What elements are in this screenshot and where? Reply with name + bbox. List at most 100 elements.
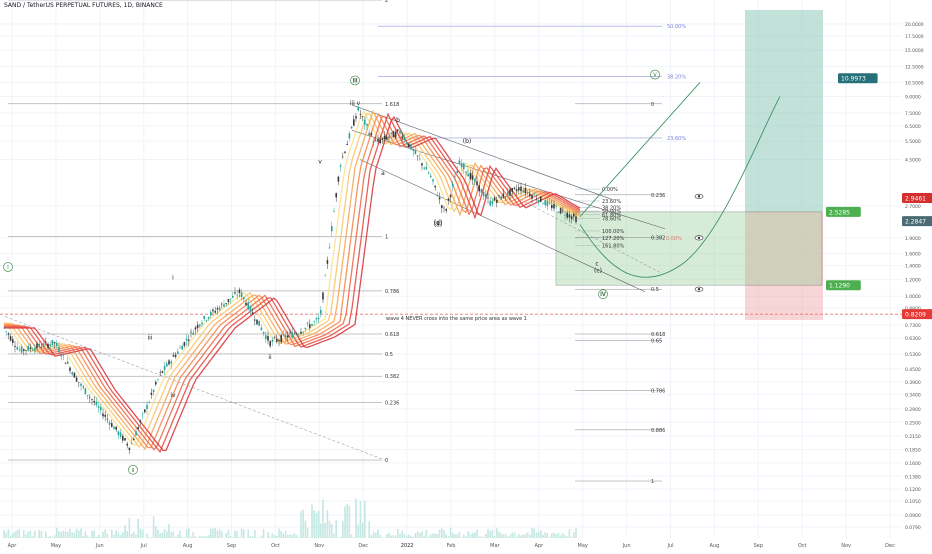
- fib-label: 0.786: [651, 388, 665, 394]
- volume-bar: [291, 535, 293, 538]
- candle-body: [5, 331, 7, 332]
- volume-bar: [373, 531, 375, 538]
- volume-bar: [538, 532, 540, 538]
- volume-bar: [514, 532, 516, 538]
- volume-bar: [525, 534, 527, 538]
- wave-label: ii: [268, 354, 272, 361]
- volume-bar: [551, 534, 553, 538]
- wave-label: IV: [601, 292, 606, 298]
- volume-bar: [322, 500, 324, 538]
- volume-bar: [254, 530, 256, 538]
- candle-body: [217, 308, 219, 309]
- volume-bar: [120, 535, 122, 538]
- candle-body: [428, 173, 430, 174]
- candle-body: [291, 332, 293, 337]
- candle-body: [221, 304, 223, 305]
- volume-bar: [96, 537, 98, 538]
- candle-body: [470, 173, 472, 179]
- volume-bar: [426, 530, 428, 538]
- volume-bar: [234, 530, 236, 538]
- candle-body: [131, 443, 133, 444]
- volume-bar: [318, 511, 320, 538]
- candle-body: [408, 144, 410, 148]
- candle-body: [472, 175, 474, 179]
- volume-bar: [558, 533, 560, 538]
- candle-body: [340, 165, 342, 166]
- candle-body: [346, 144, 348, 145]
- candle-body: [423, 168, 425, 169]
- fib-label: 23.60%: [667, 136, 686, 142]
- candle-body: [232, 296, 234, 298]
- candle-body: [410, 144, 412, 149]
- price-tick-label: 2.7000: [905, 204, 921, 210]
- candle-body: [456, 171, 458, 173]
- volume-bar: [349, 506, 351, 538]
- candle-body: [569, 215, 571, 218]
- volume-bar: [298, 537, 300, 538]
- volume-bar: [569, 529, 571, 538]
- candle-body: [371, 133, 373, 135]
- time-tick-label: Mar: [490, 543, 500, 549]
- candle-body: [357, 107, 359, 111]
- candle-body: [430, 176, 432, 177]
- candle-body: [571, 216, 573, 219]
- price-tick-label: 1.6000: [905, 251, 921, 257]
- volume-bar: [89, 537, 91, 538]
- volume-bar: [454, 534, 456, 538]
- candle-body: [276, 339, 278, 342]
- volume-bar: [419, 533, 421, 538]
- candle-body: [445, 209, 447, 211]
- price-badge-label: 2.5285: [829, 209, 850, 216]
- candle-body: [551, 205, 553, 208]
- candle-body: [261, 328, 263, 330]
- volume-bar: [401, 531, 403, 538]
- volume-bar: [305, 521, 307, 538]
- fib-small-label: 0.00%: [666, 236, 682, 242]
- volume-bar: [5, 533, 7, 538]
- long-stop-extension: [745, 285, 823, 320]
- candle-body: [142, 414, 144, 415]
- volume-bar: [56, 528, 58, 538]
- volume-bar: [256, 537, 258, 538]
- candle-body: [69, 368, 71, 371]
- volume-bar: [483, 537, 485, 538]
- volume-bar: [393, 535, 395, 538]
- volume-bar: [124, 525, 126, 538]
- candle-body: [481, 189, 483, 193]
- candle-body: [58, 347, 60, 352]
- volume-bar: [445, 534, 447, 538]
- volume-bar: [82, 536, 84, 538]
- volume-bar: [63, 531, 65, 538]
- ema-ribbon-line: [4, 116, 580, 449]
- candle-body: [555, 206, 557, 207]
- price-tick-label: 15.0000: [905, 48, 924, 54]
- volume-bar: [210, 529, 212, 538]
- candle-body: [489, 201, 491, 206]
- volume-bar: [153, 516, 155, 538]
- volume-bar: [58, 531, 60, 538]
- volume-bar: [107, 534, 109, 538]
- candle-body: [186, 339, 188, 341]
- volume-bar: [496, 528, 498, 538]
- volume-bar: [503, 534, 505, 538]
- candle-body: [89, 397, 91, 398]
- volume-bar: [269, 537, 271, 538]
- eye-icon: [698, 237, 700, 239]
- candle-body: [324, 276, 326, 277]
- volume-bar: [564, 535, 566, 538]
- wave-label: b: [396, 117, 400, 124]
- candle-body: [331, 226, 333, 231]
- candle-body: [426, 167, 428, 170]
- candle-body: [511, 188, 513, 192]
- candle-body: [74, 373, 76, 378]
- candle-body: [492, 201, 494, 204]
- candle-body: [159, 372, 161, 373]
- volume-bar: [16, 530, 18, 538]
- candle-body: [316, 318, 318, 319]
- candle-body: [562, 210, 564, 211]
- fib-label: 2: [385, 0, 388, 4]
- volume-bar: [498, 532, 500, 538]
- fib-small-label: 127.20%: [602, 236, 624, 242]
- candle-body: [65, 363, 67, 364]
